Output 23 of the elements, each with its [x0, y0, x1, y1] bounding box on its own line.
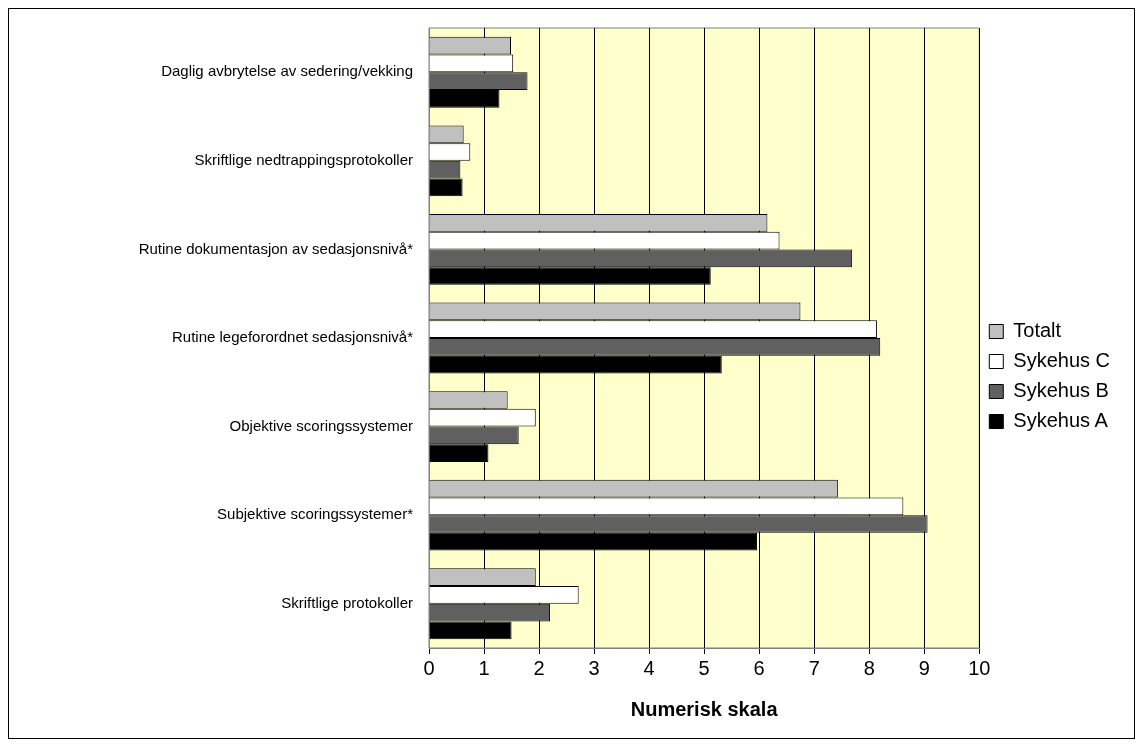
legend-label: Sykehus B	[1013, 379, 1109, 402]
legend-label: Sykehus A	[1013, 409, 1109, 432]
legend-label: Sykehus C	[1013, 349, 1111, 372]
x-axis-title: Numerisk skala	[630, 697, 779, 720]
x-tick-label: 5	[698, 656, 710, 679]
x-tick-label: 0	[423, 656, 435, 679]
x-tick-label: 2	[533, 656, 545, 679]
legend-label: Totalt	[1013, 319, 1062, 342]
y-tick-label: Skriftlige protokoller	[281, 593, 413, 611]
x-tick-label: 3	[588, 656, 600, 679]
x-tick-label: 4	[643, 656, 655, 679]
x-tick-label: 6	[753, 656, 765, 679]
x-tick-label: 10	[968, 656, 991, 679]
y-tick-label: Daglig avbrytelse av sedering/vekking	[161, 62, 413, 80]
y-tick-label: Skriftlige nedtrappingsprotokoller	[194, 151, 413, 168]
y-tick-label: Rutine dokumentasjon av sedasjonsnivå*	[138, 239, 414, 257]
y-tick-label: Rutine legeforordnet sedasjonsnivå*	[172, 328, 414, 346]
x-tick-label: 8	[863, 656, 875, 679]
y-tick-label: Subjektive scoringssystemer*	[217, 505, 414, 523]
x-tick-label: 7	[808, 656, 820, 679]
x-tick-label: 9	[918, 656, 930, 679]
y-tick-label: Objektive scoringssystemer	[229, 416, 413, 434]
x-tick-label: 1	[478, 656, 490, 679]
